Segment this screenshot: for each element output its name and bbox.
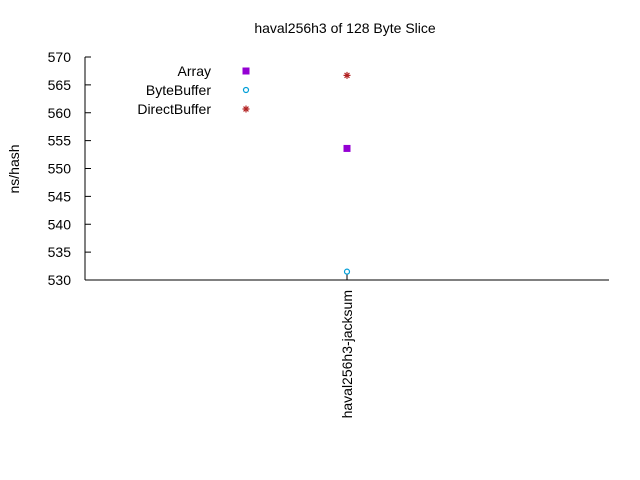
chart-title: haval256h3 of 128 Byte Slice (254, 20, 436, 36)
y-tick-label: 535 (48, 244, 72, 260)
legend-marker (242, 105, 250, 113)
y-tick-label: 545 (48, 188, 72, 204)
legend-label: DirectBuffer (137, 101, 211, 117)
y-tick-label: 530 (48, 272, 72, 288)
legend: Array ByteBuffer DirectBuffer (137, 63, 250, 117)
legend-label: ByteBuffer (146, 82, 211, 98)
y-tick-label: 550 (48, 161, 72, 177)
y-tick-label: 570 (48, 49, 72, 65)
y-tick-label: 560 (48, 105, 72, 121)
x-axis-ticks: haval256h3-jacksum (339, 274, 355, 418)
data-points (343, 71, 351, 275)
y-axis-ticks: 530 535 540 545 550 555 560 565 570 (48, 49, 91, 288)
data-point-directbuffer (343, 71, 351, 79)
legend-label: Array (178, 63, 211, 79)
marker-stroke (344, 72, 350, 79)
data-point-bytebuffer (343, 268, 351, 275)
x-tick-label: haval256h3-jacksum (339, 290, 355, 418)
y-tick-label: 540 (48, 216, 72, 232)
legend-marker (242, 67, 250, 75)
y-axis-label: ns/hash (6, 144, 22, 193)
legend-marker (242, 86, 250, 94)
y-tick-label: 555 (48, 133, 72, 149)
y-tick-label: 565 (48, 77, 72, 93)
marker-stroke (243, 106, 249, 112)
data-point-array (343, 144, 351, 152)
